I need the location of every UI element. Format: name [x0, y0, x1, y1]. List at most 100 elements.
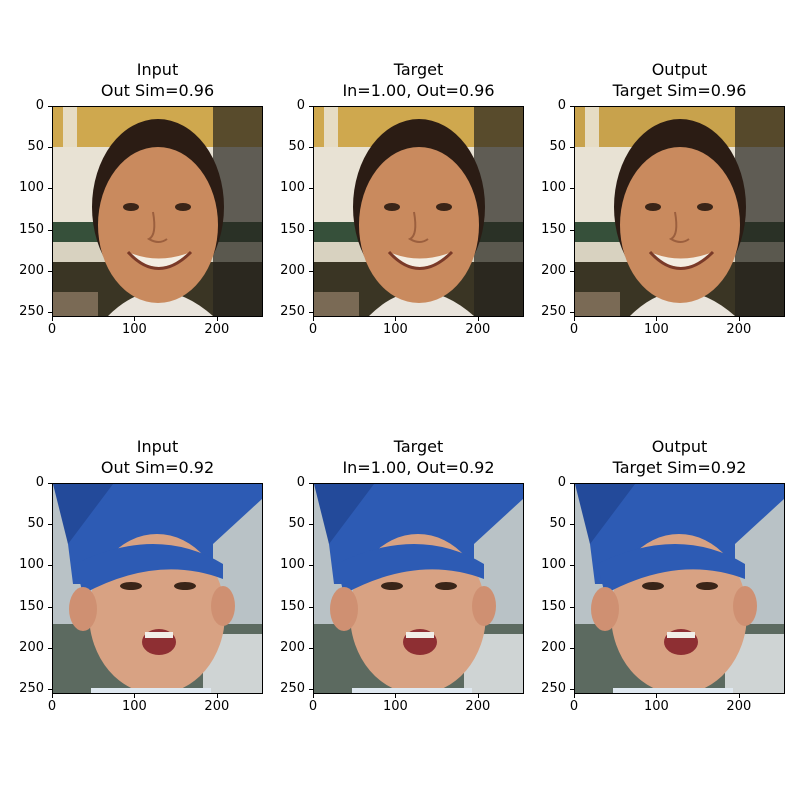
face-photo-child: [313, 483, 524, 694]
x-tick-mark: [477, 317, 479, 321]
x-tick-label: 100: [122, 699, 147, 714]
y-tick-mark: [48, 188, 52, 190]
y-tick-mark: [570, 270, 574, 272]
x-tick-label: 0: [308, 699, 318, 714]
y-tick-label: 50: [549, 516, 566, 532]
image-panel: [313, 483, 524, 694]
y-tick-label: 50: [27, 139, 44, 155]
panel-title: Target In=1.00, Out=0.92: [289, 436, 549, 478]
y-tick-mark: [309, 606, 313, 608]
y-tick-mark: [48, 483, 52, 484]
y-tick-label: 250: [280, 304, 305, 320]
y-tick-label: 200: [280, 262, 305, 278]
y-tick-mark: [570, 229, 574, 231]
x-tick-mark: [313, 694, 314, 698]
y-tick-label: 150: [19, 598, 44, 614]
x-tick-label: 0: [308, 322, 318, 337]
y-tick-label: 50: [288, 139, 305, 155]
x-tick-label: 200: [204, 322, 230, 337]
panel-title-line1: Input: [136, 437, 179, 456]
y-tick-mark: [309, 147, 313, 149]
x-tick-mark: [134, 317, 136, 321]
x-tick-mark: [216, 317, 218, 321]
y-tick-mark: [570, 524, 574, 526]
y-tick-mark: [48, 647, 52, 649]
image-panel: [52, 106, 263, 317]
x-tick-label: 200: [204, 699, 230, 714]
x-tick-mark: [395, 694, 397, 698]
y-tick-mark: [48, 147, 52, 149]
y-tick-label: 250: [19, 681, 44, 697]
y-tick-label: 0: [35, 475, 44, 490]
y-tick-mark: [309, 524, 313, 526]
y-tick-label: 150: [280, 221, 305, 237]
image-panel: [574, 106, 785, 317]
x-tick-mark: [52, 317, 53, 321]
x-tick-label: 200: [465, 322, 491, 337]
y-tick-label: 150: [541, 221, 566, 237]
face-photo-man: [574, 106, 785, 317]
panel-title-line2: Out Sim=0.96: [100, 81, 215, 100]
x-tick-label: 0: [47, 699, 57, 714]
x-tick-mark: [656, 317, 658, 321]
panel-title: Target In=1.00, Out=0.96: [289, 59, 549, 101]
y-tick-label: 50: [288, 516, 305, 532]
x-tick-label: 200: [726, 699, 752, 714]
panel-title: Output Target Sim=0.96: [550, 59, 800, 101]
y-tick-mark: [309, 270, 313, 272]
y-tick-mark: [570, 188, 574, 190]
panel-title-line1: Output: [651, 60, 708, 79]
y-tick-mark: [48, 524, 52, 526]
y-tick-label: 0: [557, 98, 566, 113]
y-tick-label: 200: [541, 639, 566, 655]
face-photo-man: [52, 106, 263, 317]
y-tick-label: 250: [541, 304, 566, 320]
y-tick-mark: [48, 565, 52, 567]
y-tick-label: 100: [541, 180, 566, 196]
x-tick-mark: [313, 317, 314, 321]
y-tick-label: 250: [280, 681, 305, 697]
x-tick-label: 0: [47, 322, 57, 337]
y-tick-label: 200: [19, 262, 44, 278]
y-tick-mark: [309, 689, 313, 691]
x-tick-mark: [477, 694, 479, 698]
panel-title-line2: Target Sim=0.96: [612, 81, 747, 100]
y-tick-mark: [570, 106, 574, 107]
y-tick-mark: [48, 689, 52, 691]
x-tick-mark: [574, 694, 575, 698]
face-photo-child: [574, 483, 785, 694]
face-photo-man: [313, 106, 524, 317]
x-tick-mark: [656, 694, 658, 698]
panel-title-line1: Output: [651, 437, 708, 456]
panel-title-line2: Target Sim=0.92: [612, 458, 747, 477]
y-tick-label: 250: [541, 681, 566, 697]
x-tick-label: 100: [383, 322, 408, 337]
x-tick-mark: [216, 694, 218, 698]
y-tick-mark: [48, 606, 52, 608]
panel-title: Input Out Sim=0.96: [28, 59, 288, 101]
panel-title-line2: In=1.00, Out=0.96: [342, 81, 495, 100]
y-tick-label: 0: [296, 475, 305, 490]
y-tick-mark: [48, 270, 52, 272]
y-tick-mark: [309, 106, 313, 107]
y-tick-mark: [309, 483, 313, 484]
y-tick-label: 100: [280, 557, 305, 573]
y-tick-label: 100: [19, 557, 44, 573]
x-tick-label: 100: [644, 699, 669, 714]
panel-title: Output Target Sim=0.92: [550, 436, 800, 478]
panel-title-line2: Out Sim=0.92: [100, 458, 215, 477]
y-tick-mark: [309, 647, 313, 649]
x-tick-label: 100: [122, 322, 147, 337]
y-tick-mark: [570, 147, 574, 149]
y-tick-mark: [309, 229, 313, 231]
y-tick-label: 100: [280, 180, 305, 196]
x-tick-mark: [395, 317, 397, 321]
y-tick-mark: [48, 229, 52, 231]
y-tick-mark: [570, 647, 574, 649]
x-tick-label: 0: [569, 699, 579, 714]
y-tick-label: 200: [19, 639, 44, 655]
face-photo-child: [52, 483, 263, 694]
panel-title-line1: Target: [393, 60, 444, 79]
y-tick-mark: [309, 312, 313, 314]
y-tick-label: 0: [296, 98, 305, 113]
